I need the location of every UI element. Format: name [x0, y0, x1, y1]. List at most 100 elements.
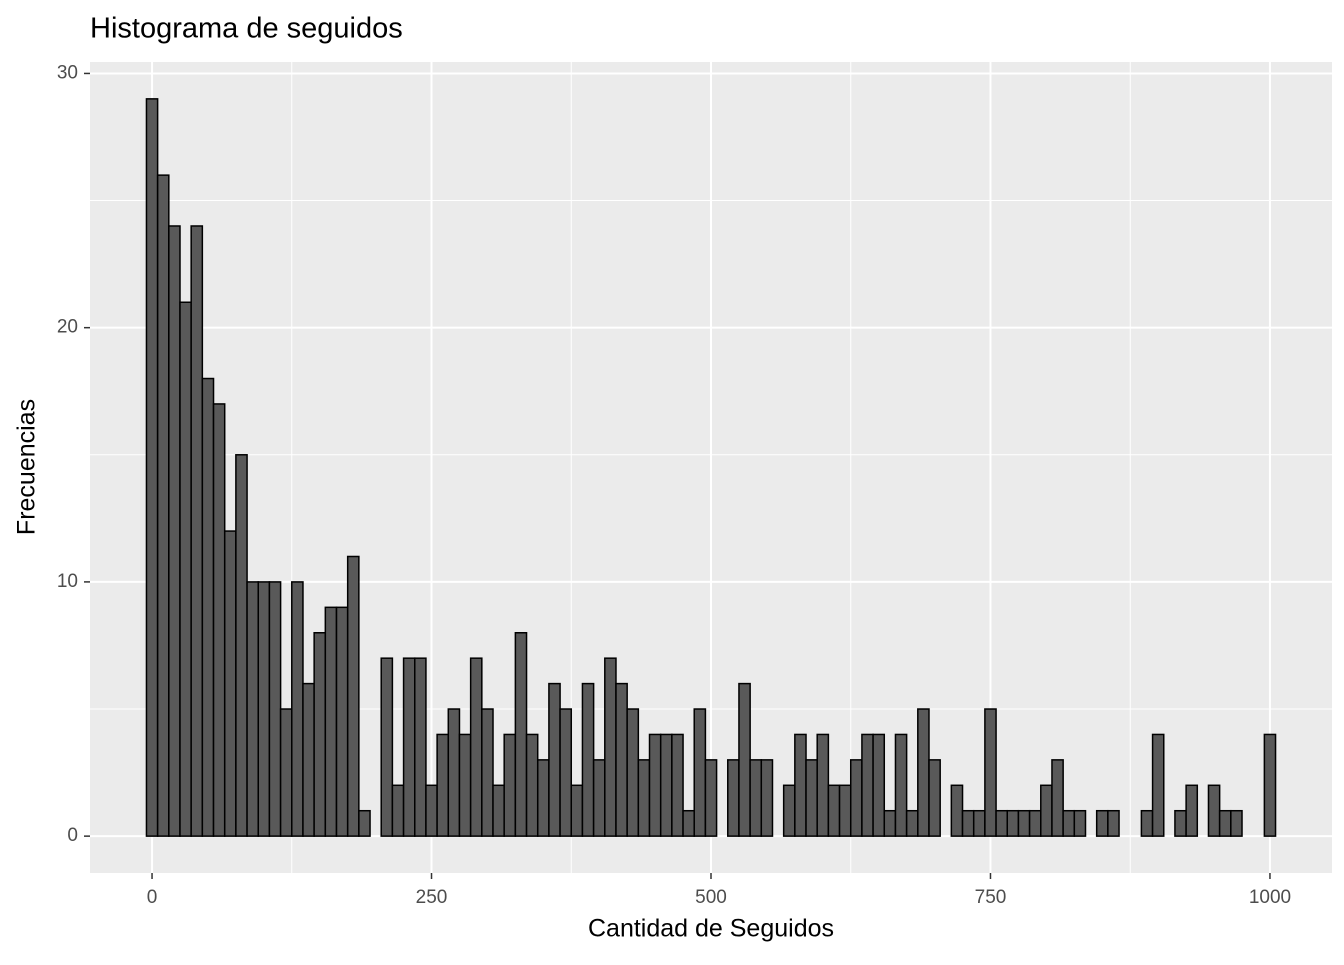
bar [637, 759, 651, 837]
bar [414, 657, 427, 837]
bar [469, 657, 483, 837]
bar [525, 733, 539, 837]
bar [436, 733, 450, 837]
bar [1218, 809, 1232, 837]
bar [402, 657, 416, 837]
bar [1028, 809, 1042, 837]
bar [849, 759, 863, 837]
bar [1107, 809, 1120, 837]
bar [391, 784, 405, 837]
bar [168, 225, 181, 837]
y-tick-label: 20 [57, 317, 78, 338]
bar [1017, 809, 1031, 837]
bar [693, 708, 707, 837]
bar [592, 759, 606, 837]
bar [928, 759, 941, 837]
bar [481, 708, 494, 837]
x-tick-label: 250 [416, 887, 448, 908]
bar [1151, 733, 1165, 837]
bar [995, 809, 1008, 837]
bar [145, 98, 159, 837]
bar [536, 759, 550, 837]
bar [458, 733, 472, 837]
bar [1040, 784, 1053, 837]
bar [492, 784, 505, 837]
bar [604, 657, 617, 837]
bar [1230, 809, 1243, 837]
bar [626, 708, 640, 837]
y-tick-label: 10 [57, 571, 78, 592]
bar [570, 784, 584, 837]
bar [782, 784, 796, 837]
bar [805, 759, 818, 837]
bar [212, 403, 226, 837]
bar [894, 733, 908, 837]
x-tick-label: 500 [695, 887, 727, 908]
bar [760, 759, 774, 837]
bar [246, 581, 259, 837]
bar [503, 733, 517, 837]
bar [950, 784, 964, 837]
bar [279, 708, 293, 837]
bar [727, 759, 740, 837]
bar [581, 682, 595, 837]
bar [1174, 809, 1187, 837]
bar [816, 733, 830, 837]
bar [738, 682, 751, 837]
chart-title: Histograma de seguidos [90, 13, 403, 45]
bar [1062, 809, 1076, 837]
bar [1185, 784, 1199, 837]
bar [905, 809, 919, 837]
bar [291, 581, 304, 837]
bar [268, 581, 282, 837]
x-tick-label: 1000 [1249, 887, 1291, 908]
bar [883, 809, 897, 837]
y-tick-label: 0 [67, 825, 78, 846]
bar [548, 682, 561, 837]
bar [1263, 733, 1277, 837]
bar [1073, 809, 1087, 837]
bar [682, 809, 695, 837]
bar [302, 682, 315, 837]
bar [313, 632, 327, 837]
bar [257, 581, 271, 837]
bar [861, 733, 874, 837]
bar [1207, 784, 1221, 837]
bar [1051, 759, 1064, 837]
bar [838, 784, 852, 837]
bar [615, 682, 628, 837]
bar [190, 225, 204, 837]
bar [704, 759, 718, 837]
bar [972, 809, 986, 837]
x-tick-label: 0 [147, 887, 158, 908]
bar [156, 174, 170, 837]
x-tick-label: 750 [975, 887, 1007, 908]
bar [671, 733, 684, 837]
bar [358, 809, 371, 837]
bar [235, 454, 248, 837]
bar [961, 809, 975, 837]
bar [794, 733, 807, 837]
bar [749, 759, 763, 837]
bar [223, 530, 237, 837]
x-axis-label: Cantidad de Seguidos [588, 915, 834, 943]
bar [1140, 809, 1154, 837]
bar [659, 733, 673, 837]
bar [514, 632, 528, 837]
bar [559, 708, 573, 837]
bar [380, 657, 394, 837]
bar [1095, 809, 1109, 837]
bar [984, 708, 997, 837]
bar [827, 784, 841, 837]
bar [648, 733, 662, 837]
bar [346, 555, 360, 837]
bar [179, 301, 192, 837]
y-tick-label: 30 [57, 62, 78, 83]
bar [324, 606, 338, 837]
bar [335, 606, 349, 837]
bar [201, 377, 215, 837]
bar [425, 784, 438, 837]
bar [1006, 809, 1020, 837]
bar [917, 708, 930, 837]
